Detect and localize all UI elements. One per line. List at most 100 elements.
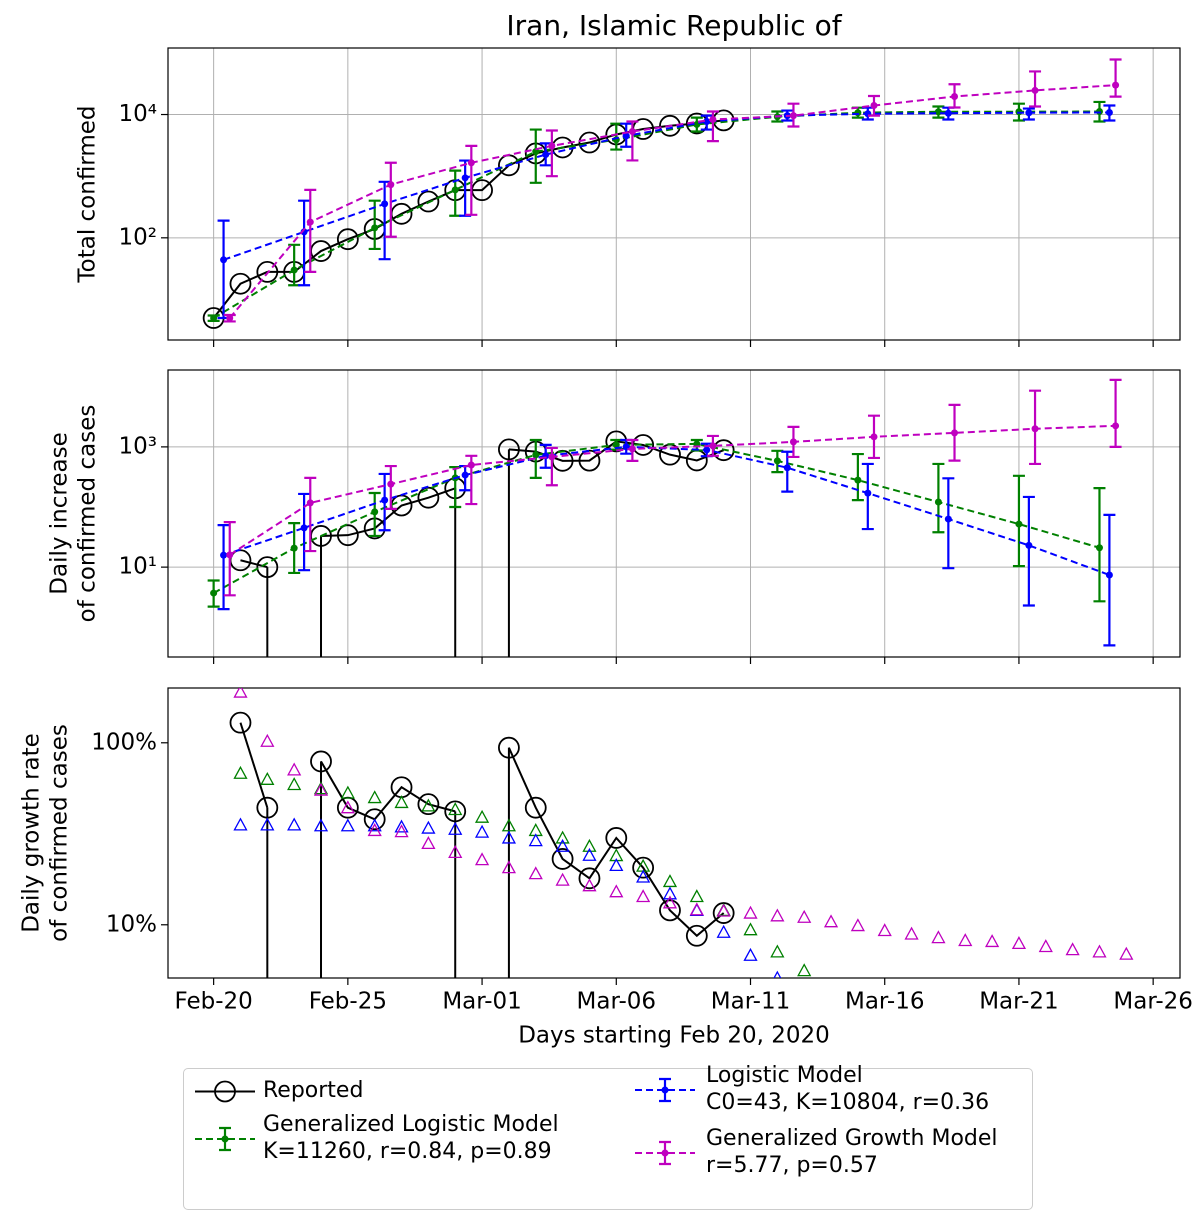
y-tick-label: 10⁴: [119, 101, 158, 127]
y-tick-label: 10³: [119, 433, 158, 459]
error-bar: [304, 476, 317, 553]
reported-marker: [685, 924, 708, 947]
plot-area: [207, 378, 1122, 657]
triangle-marker: [287, 777, 302, 791]
triangle-marker: [662, 886, 678, 900]
error-bar: [1103, 513, 1116, 647]
model-marker: [628, 128, 636, 136]
series-line: [239, 722, 269, 808]
reported-marker: [256, 556, 279, 579]
triangle-marker: [313, 818, 329, 832]
reported-marker: [310, 750, 332, 773]
model-marker: [226, 551, 234, 559]
x-tick-label: Mar-26: [1113, 989, 1193, 1015]
reported-marker: [363, 808, 386, 831]
series-line: [213, 442, 1100, 594]
triangle-marker: [287, 817, 302, 831]
triangle-marker: [1092, 944, 1107, 958]
model-marker: [944, 515, 952, 523]
model-marker: [381, 200, 389, 208]
legend-label: Generalized Logistic Model K=11260, r=0.…: [263, 1112, 559, 1164]
error-bar: [378, 180, 391, 261]
error-bar: [529, 128, 542, 184]
triangle-marker: [609, 884, 624, 898]
triangle-marker: [501, 860, 517, 874]
triangle-marker: [233, 765, 248, 779]
x-tick-label: Mar-16: [845, 989, 925, 1015]
model-marker: [1112, 81, 1120, 89]
triangle-marker: [743, 922, 758, 936]
model-marker: [542, 151, 550, 159]
model-marker: [783, 464, 791, 472]
plot-frame: [167, 369, 1181, 658]
model-marker: [210, 589, 218, 597]
triangle-marker: [260, 771, 275, 785]
x-tick-label: Feb-25: [309, 989, 387, 1015]
triangle-marker: [501, 830, 517, 844]
legend-marker: [661, 1086, 669, 1094]
legend-marker: [221, 1135, 229, 1143]
triangle-marker: [448, 802, 463, 816]
triangle-marker: [582, 847, 597, 861]
y-tick-label: 100%: [91, 729, 157, 755]
reported-marker: [578, 449, 601, 472]
model-marker: [709, 442, 717, 450]
triangle-marker: [797, 909, 812, 923]
reported-marker: [605, 827, 628, 849]
model-marker: [951, 429, 959, 437]
y-axis-label: Daily increase: [47, 432, 73, 594]
model-marker: [1105, 571, 1113, 579]
model-marker: [381, 496, 389, 504]
triangle-marker: [958, 933, 973, 947]
x-axis-label: Days starting Feb 20, 2020: [518, 1023, 830, 1049]
reported-marker: [498, 736, 520, 759]
reported-marker: [417, 793, 440, 816]
model-marker: [371, 224, 379, 232]
reported-marker: [632, 856, 655, 879]
error-bar: [298, 199, 311, 287]
error-bar: [1109, 378, 1122, 448]
reported-marker: [229, 272, 252, 295]
x-tick-label: Mar-01: [442, 989, 522, 1015]
reported-marker: [551, 848, 574, 870]
triangle-marker: [931, 930, 946, 944]
triangle-marker: [421, 798, 436, 812]
model-marker: [290, 544, 298, 552]
triangle-marker: [770, 944, 785, 958]
triangle-marker: [716, 903, 731, 917]
triangle-marker: [904, 926, 919, 940]
model-marker: [1015, 520, 1023, 528]
model-marker: [220, 551, 228, 559]
triangle-marker: [636, 889, 651, 903]
error-bar: [781, 450, 794, 493]
model-marker: [1112, 422, 1120, 430]
triangle-marker: [1038, 939, 1053, 953]
model-marker: [789, 438, 797, 446]
plot-frame: [167, 687, 1181, 979]
x-tick-label: Mar-11: [711, 989, 791, 1015]
triangle-marker: [474, 852, 490, 866]
triangle-marker: [716, 924, 731, 938]
series-line: [213, 110, 1100, 319]
chart-title: Iran, Islamic Republic of: [506, 9, 842, 42]
reported-marker: [524, 796, 547, 819]
error-bar: [223, 521, 236, 597]
model-marker: [461, 471, 469, 479]
reported-marker: [417, 190, 440, 213]
triangle-marker: [582, 878, 597, 892]
series-line: [212, 119, 724, 319]
y-axis-label: of confirmed cases: [75, 405, 101, 623]
triangle-marker: [823, 914, 839, 928]
triangle-marker: [877, 923, 892, 937]
triangle-marker: [421, 820, 436, 834]
x-tick-label: Mar-06: [577, 989, 657, 1015]
triangle-marker: [743, 947, 758, 961]
model-marker: [290, 266, 298, 274]
error-bar: [626, 120, 639, 162]
y-tick-label: 10%: [106, 911, 157, 937]
triangle-marker: [773, 970, 782, 978]
model-marker: [628, 445, 636, 453]
model-marker: [451, 186, 459, 194]
triangle-marker: [421, 836, 436, 850]
model-marker: [854, 476, 862, 484]
